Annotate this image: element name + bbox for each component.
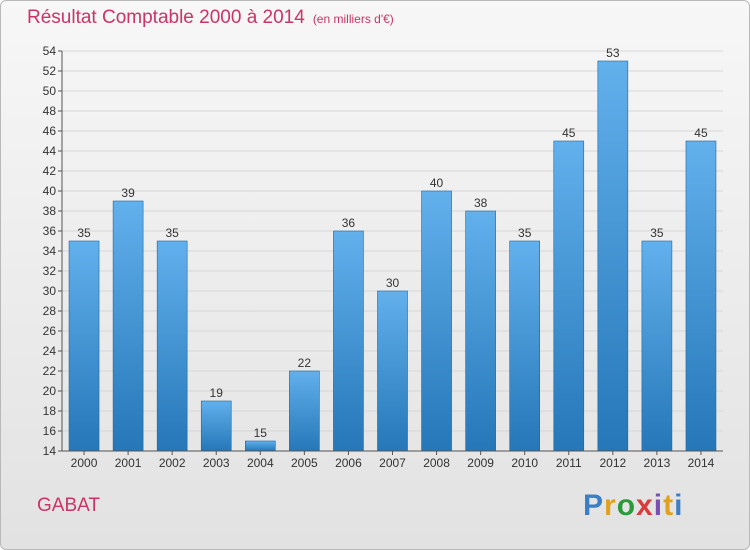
x-tick-label-2008: 2008 <box>423 456 450 470</box>
title-row: Résultat Comptable 2000 à 2014 (en millie… <box>27 7 394 29</box>
y-tick-label: 48 <box>43 104 57 118</box>
chart-title: Résultat Comptable 2000 à 2014 <box>27 7 305 28</box>
y-tick-label: 46 <box>43 124 57 138</box>
y-tick-label: 54 <box>43 44 57 58</box>
value-label-2002: 35 <box>165 226 179 240</box>
y-tick-label: 40 <box>43 184 57 198</box>
logo-letter: P <box>583 489 605 522</box>
y-tick-label: 38 <box>43 204 57 218</box>
y-tick-label: 26 <box>43 324 57 338</box>
x-tick-label-2005: 2005 <box>291 456 318 470</box>
logo-letter: x <box>636 489 654 522</box>
y-tick-label: 42 <box>43 164 57 178</box>
y-tick-label: 24 <box>43 344 57 358</box>
x-tick-label-2000: 2000 <box>71 456 98 470</box>
chart-subtitle: (en milliers d'€) <box>312 12 394 26</box>
bar-2011 <box>553 140 585 452</box>
bar-2009 <box>465 210 496 452</box>
value-label-2001: 39 <box>121 186 135 200</box>
y-tick-label: 50 <box>43 84 57 98</box>
y-tick-label: 14 <box>43 444 57 458</box>
axes: 14 16 18 20 22 24 26 28 30 32 34 36 38 40 42 44 46 48 50 52… <box>43 44 723 470</box>
bars: 35 39 35 19 15 22 36 30 40 38 35 45 53 35 45 <box>68 46 717 452</box>
x-tick-label-2012: 2012 <box>599 456 626 470</box>
bar-2007 <box>377 290 408 452</box>
bar-2005 <box>289 370 320 452</box>
x-tick-label-2010: 2010 <box>511 456 538 470</box>
x-tick-label-2014: 2014 <box>688 456 715 470</box>
bar-2004 <box>245 440 276 452</box>
y-tick-label: 52 <box>43 64 57 78</box>
value-label-2000: 35 <box>77 226 91 240</box>
x-tick-label-2001: 2001 <box>115 456 142 470</box>
x-tick-label-2011: 2011 <box>556 456 582 470</box>
value-label-2007: 30 <box>386 276 400 290</box>
y-tick-label: 36 <box>43 224 57 238</box>
proxiti-logo: Proxiti <box>583 489 683 523</box>
value-label-2003: 19 <box>210 386 224 400</box>
x-tick-label-2006: 2006 <box>335 456 362 470</box>
value-label-2008: 40 <box>430 176 444 190</box>
bar-2013 <box>641 240 673 452</box>
x-tick-label-2003: 2003 <box>203 456 230 470</box>
bar-2006 <box>333 230 364 452</box>
bar-2001 <box>112 200 144 452</box>
y-tick-label: 44 <box>43 144 57 158</box>
x-tick-label-2007: 2007 <box>379 456 406 470</box>
y-tick-label: 30 <box>43 284 57 298</box>
y-tick-label: 34 <box>43 244 57 258</box>
y-tick-label: 22 <box>43 364 57 378</box>
value-label-2013: 35 <box>650 226 664 240</box>
value-label-2012: 53 <box>606 46 620 60</box>
value-label-2006: 36 <box>342 216 356 230</box>
y-tick-label: 16 <box>43 424 57 438</box>
bar-2002 <box>156 240 188 452</box>
value-label-2009: 38 <box>474 196 488 210</box>
x-tick-label-2004: 2004 <box>247 456 274 470</box>
value-label-2005: 22 <box>298 356 312 370</box>
logo-letter: r <box>604 489 617 522</box>
logo-letter: t <box>663 489 675 522</box>
y-tick-label: 20 <box>43 384 57 398</box>
logo-letter: i <box>674 489 684 522</box>
value-label-2010: 35 <box>518 226 532 240</box>
y-tick-label: 32 <box>43 264 57 278</box>
bar-2008 <box>421 190 452 452</box>
logo-letter: i <box>653 489 664 522</box>
logo-letter: o <box>616 489 637 522</box>
bar-2003 <box>200 400 232 452</box>
x-tick-label-2002: 2002 <box>159 456 186 470</box>
bar-2010 <box>509 240 541 452</box>
value-label-2011: 45 <box>562 126 576 140</box>
x-tick-label-2013: 2013 <box>644 456 671 470</box>
y-tick-label: 28 <box>43 304 57 318</box>
bar-2000 <box>68 240 100 452</box>
bar-2014 <box>685 140 717 452</box>
x-tick-label-2009: 2009 <box>467 456 494 470</box>
y-tick-label: 18 <box>43 404 57 418</box>
bar-2012 <box>597 60 629 452</box>
value-label-2014: 45 <box>694 126 708 140</box>
value-label-2004: 15 <box>254 426 268 440</box>
commune-name: GABAT <box>37 495 100 516</box>
